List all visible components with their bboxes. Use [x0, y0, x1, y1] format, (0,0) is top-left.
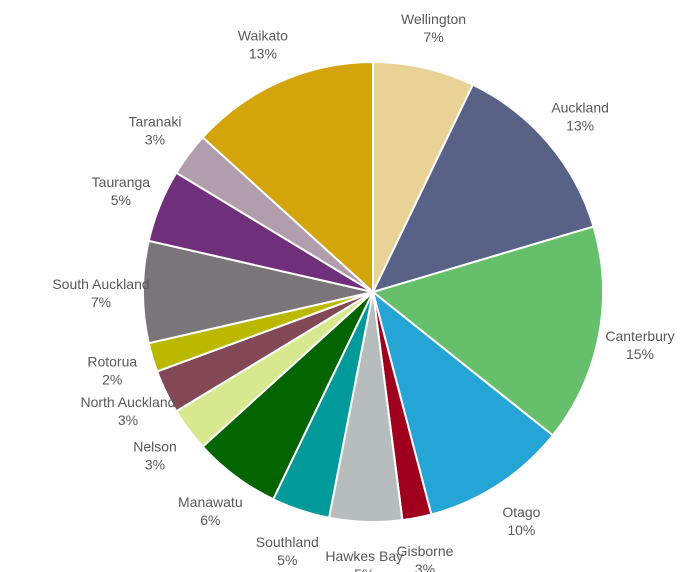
slice-percent-label: 5%	[354, 566, 374, 572]
slice-label-canterbury: Canterbury 15%	[605, 328, 674, 362]
pie-slice-waikato	[201, 60, 374, 295]
pie-slice-auckland	[371, 83, 595, 294]
slice-category-label: Waikato	[238, 27, 288, 43]
slice-category-label: Auckland	[551, 100, 609, 116]
slice-label-hawkes-bay: Hawkes Bay 5%	[325, 548, 403, 572]
slice-category-label: Wellington	[401, 11, 466, 27]
slice-category-label: Otago	[502, 504, 540, 520]
slice-label-auckland: Auckland 13%	[551, 100, 609, 134]
slice-category-label: North Auckland	[80, 394, 175, 410]
pie-slice-canterbury	[370, 225, 604, 437]
slice-label-southland: Southland 5%	[256, 534, 319, 568]
slice-category-label: Nelson	[133, 439, 177, 455]
slice-category-label: Manawatu	[178, 494, 243, 510]
slice-label-gisborne: Gisborne 3%	[397, 543, 454, 572]
slice-percent-label: 7%	[423, 29, 443, 45]
slice-label-south-auckland: South Auckland 7%	[52, 276, 149, 310]
pie-slices	[142, 60, 604, 523]
pie-slice-otago	[371, 289, 555, 516]
slice-label-tauranga: Tauranga 5%	[92, 174, 151, 208]
slice-category-label: Tauranga	[92, 174, 151, 190]
slice-percent-label: 3%	[118, 412, 138, 428]
slice-label-rotorua: Rotorua 2%	[87, 353, 137, 387]
slice-category-label: South Auckland	[52, 276, 149, 292]
slice-label-manawatu: Manawatu 6%	[178, 494, 243, 528]
slice-percent-label: 3%	[145, 131, 165, 147]
slice-percent-label: 3%	[415, 561, 435, 572]
slice-percent-label: 3%	[145, 457, 165, 473]
pie-slice-wellington	[372, 60, 475, 293]
slice-category-label: Gisborne	[397, 543, 454, 559]
slice-label-taranaki: Taranaki 3%	[129, 113, 182, 147]
slice-label-nelson: Nelson 3%	[133, 439, 177, 473]
slice-percent-label: 7%	[91, 294, 111, 310]
slice-percent-label: 10%	[507, 522, 535, 538]
pie-labels: Wellington 7% Auckland 13% Canterbury 15% Otag…	[52, 11, 674, 572]
slice-category-label: Southland	[256, 534, 319, 550]
slice-category-label: Taranaki	[129, 113, 182, 129]
slice-percent-label: 13%	[566, 118, 594, 134]
slice-percent-label: 6%	[200, 512, 220, 528]
slice-percent-label: 15%	[626, 346, 654, 362]
slice-label-wellington: Wellington 7%	[401, 11, 466, 45]
slice-percent-label: 5%	[277, 552, 297, 568]
slice-label-otago: Otago 10%	[502, 504, 540, 538]
slice-category-label: Canterbury	[605, 328, 674, 344]
slice-label-north-auckland: North Auckland 3%	[80, 394, 175, 428]
pie-slice-south-auckland	[142, 239, 374, 345]
slice-category-label: Hawkes Bay	[325, 548, 403, 564]
slice-category-label: Rotorua	[87, 353, 137, 369]
slice-percent-label: 13%	[249, 45, 277, 61]
slice-percent-label: 2%	[102, 371, 122, 387]
slice-percent-label: 5%	[111, 192, 131, 208]
slice-label-waikato: Waikato 13%	[238, 27, 288, 61]
